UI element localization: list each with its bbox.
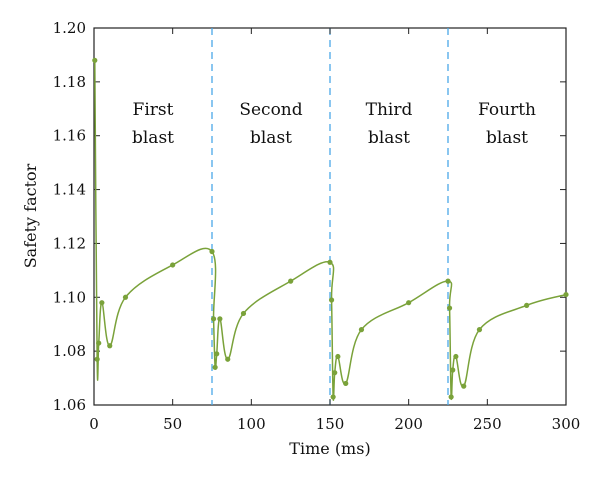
data-point: [335, 353, 341, 360]
phase-label-line2: blast: [250, 128, 292, 148]
data-point: [225, 356, 231, 362]
data-point: [214, 351, 220, 357]
data-point: [96, 340, 102, 346]
x-tick-label: 50: [163, 415, 182, 433]
data-point: [107, 343, 113, 349]
data-point: [330, 394, 336, 400]
y-axis-label: Safety factor: [21, 163, 40, 268]
y-tick-label: 1.16: [53, 127, 86, 145]
x-tick-label: 300: [552, 415, 581, 433]
x-tick-label: 100: [237, 415, 266, 433]
data-point: [450, 367, 456, 373]
data-point: [94, 356, 100, 362]
x-tick-label: 150: [316, 415, 345, 433]
y-tick-label: 1.08: [53, 342, 86, 360]
data-point: [524, 302, 530, 308]
phase-label-line1: First: [133, 100, 174, 120]
phase-label-line1: Third: [366, 100, 413, 120]
data-point: [92, 57, 98, 63]
x-axis-ticks: 0 50 100 150 200 250 300: [89, 28, 580, 433]
data-point: [210, 316, 217, 322]
data-point: [170, 262, 176, 268]
data-point: [122, 294, 129, 300]
plot-frame: [93, 27, 567, 406]
y-tick-label: 1.18: [53, 73, 86, 91]
phase-labels: First blast Second blast Third blast Fourth bla…: [132, 100, 536, 148]
data-point: [332, 370, 338, 376]
data-point: [563, 291, 569, 298]
data-point: [99, 300, 105, 306]
y-tick-label: 1.06: [53, 396, 86, 414]
x-tick-label: 0: [89, 415, 99, 433]
data-point: [328, 297, 335, 303]
data-point: [476, 327, 483, 333]
data-point: [461, 383, 467, 389]
phase-label-line2: blast: [368, 128, 410, 148]
blast-dividers: [211, 28, 449, 405]
data-point: [445, 278, 451, 284]
y-tick-label: 1.12: [53, 234, 86, 252]
data-point: [240, 310, 247, 317]
data-point: [209, 248, 215, 255]
data-point: [217, 316, 223, 322]
y-axis-ticks: 1.06 1.08 1.10 1.12 1.14 1.16 1.18 1.20: [53, 19, 566, 414]
x-axis-label: Time (ms): [289, 439, 370, 458]
data-point: [406, 300, 412, 306]
data-point: [453, 353, 459, 360]
data-point: [448, 394, 454, 400]
data-point: [343, 380, 349, 387]
data-point: [446, 305, 453, 311]
phase-label-line2: blast: [132, 128, 174, 148]
data-point: [212, 364, 218, 370]
y-tick-label: 1.20: [53, 19, 86, 37]
y-tick-label: 1.14: [53, 181, 86, 199]
y-tick-label: 1.10: [53, 288, 86, 306]
phase-label-line2: blast: [486, 128, 528, 148]
data-point: [327, 259, 333, 265]
x-tick-label: 200: [394, 415, 423, 433]
series-group: [92, 57, 569, 401]
phase-label-line1: Second: [239, 100, 302, 120]
data-point: [358, 327, 365, 333]
data-point: [288, 278, 294, 284]
x-tick-label: 250: [473, 415, 502, 433]
phase-label-line1: Fourth: [478, 100, 536, 120]
